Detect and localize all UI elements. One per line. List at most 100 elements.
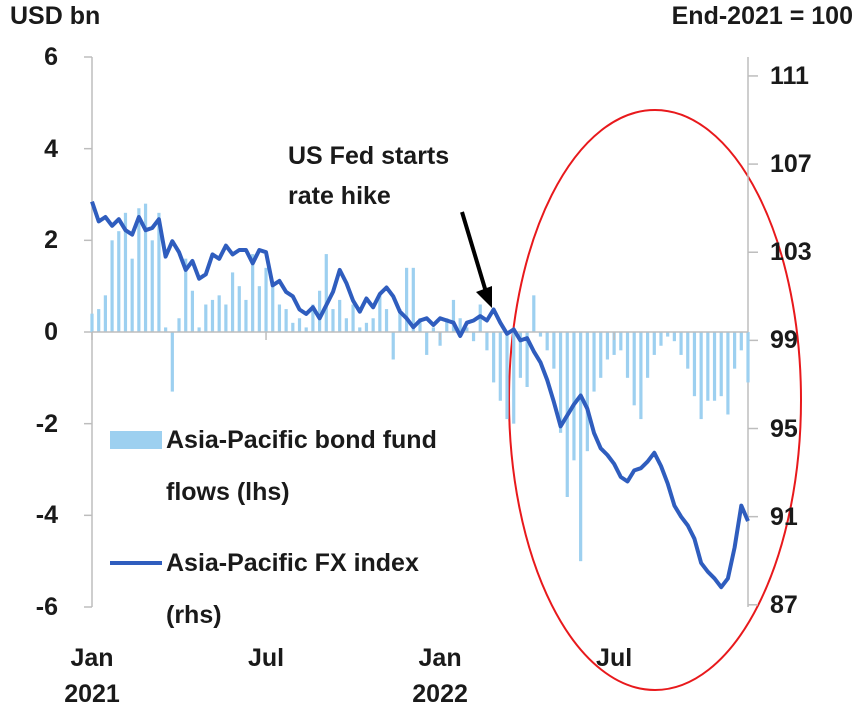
y-tick-label: -4: [35, 501, 58, 530]
bar: [746, 332, 750, 383]
bar: [184, 258, 188, 332]
bar: [612, 332, 616, 355]
bar: [378, 295, 382, 332]
bar: [445, 318, 449, 332]
legend-label: Asia-Pacific bond fund flows (lhs): [166, 426, 437, 506]
bar: [170, 332, 174, 392]
bar: [532, 295, 536, 332]
bar: [190, 290, 195, 332]
bar: [150, 240, 154, 332]
y2-tick-label: 111: [770, 61, 809, 90]
bar: [425, 332, 429, 355]
bar: [143, 203, 148, 332]
bar: [625, 332, 630, 378]
bar: [672, 332, 676, 342]
bar: [371, 318, 375, 332]
bar: [666, 332, 670, 337]
bar: [505, 332, 509, 420]
bar: [699, 332, 703, 420]
bar: [264, 267, 268, 332]
bar: [632, 332, 636, 406]
bar: [177, 318, 181, 332]
bar: [579, 332, 583, 562]
bar: [344, 318, 348, 332]
bar: [284, 309, 288, 332]
bar: [538, 332, 543, 337]
bar: [103, 295, 107, 332]
y2-tick-label: 107: [770, 150, 812, 179]
bar: [351, 304, 355, 332]
annotation: US Fed starts rate hike: [288, 142, 450, 210]
bar: [411, 267, 415, 332]
bar: [692, 332, 697, 397]
x-tick-label: Jan 2022: [412, 644, 468, 708]
bar: [210, 299, 215, 332]
bar: [97, 309, 101, 332]
y2-tick-label: 87: [770, 590, 798, 619]
bar: [545, 332, 549, 351]
bar: [652, 332, 656, 355]
bar: [244, 299, 248, 332]
annotation-arrowhead: [476, 286, 492, 308]
bar: [204, 304, 208, 332]
bar: [418, 318, 422, 332]
bar: [451, 299, 456, 332]
bar: [518, 332, 523, 378]
bar: [304, 327, 308, 332]
bar: [599, 332, 603, 378]
bar: [686, 332, 690, 369]
bar: [90, 313, 94, 332]
bar: [706, 332, 710, 401]
bar: [217, 295, 221, 332]
y-tick-label: 6: [44, 43, 58, 71]
bar: [719, 332, 723, 397]
bar: [324, 254, 328, 332]
x-tick-label: Jul: [596, 644, 633, 672]
legend-label: Asia-Pacific FX index (rhs): [166, 549, 419, 629]
y2-tick-label: 91: [770, 502, 798, 531]
y2-tick-label: 103: [770, 238, 812, 267]
y-tick-label: -6: [35, 593, 58, 621]
bar: [271, 281, 275, 332]
bar: [384, 309, 389, 332]
bar: [331, 309, 335, 332]
bar: [391, 332, 395, 360]
bar: [558, 332, 563, 433]
bar: [525, 332, 529, 387]
bar: [297, 318, 302, 332]
bar: [137, 208, 141, 332]
bar: [733, 332, 737, 369]
bar: [164, 327, 168, 332]
bar: [405, 267, 409, 332]
bar: [465, 327, 469, 332]
bar: [552, 332, 556, 369]
y2-tick-label: 95: [770, 414, 798, 443]
bar: [130, 258, 134, 332]
bar: [123, 212, 128, 332]
bar: [224, 304, 228, 332]
bar: [726, 332, 730, 415]
y2-axis-label: End-2021 = 100: [671, 2, 853, 30]
bar: [364, 322, 369, 332]
bar: [230, 272, 235, 332]
annotation-arrow: [460, 211, 488, 293]
y-tick-label: 2: [44, 226, 58, 255]
bar: [485, 332, 489, 351]
y2-tick-label: 99: [770, 326, 798, 355]
bar: [712, 332, 717, 401]
y-axis-label: USD bn: [10, 2, 101, 30]
bar: [358, 327, 362, 332]
bar: [605, 332, 610, 360]
bar: [251, 254, 255, 332]
bar: [679, 332, 683, 355]
legend-swatch: [110, 431, 162, 449]
line: [90, 200, 750, 590]
x-tick-label: Jul: [247, 644, 285, 672]
bar: [471, 332, 476, 342]
bar: [277, 304, 282, 332]
bar: [592, 332, 596, 392]
bar: [739, 332, 743, 351]
x-tick-label: Jan 2021: [64, 644, 120, 708]
bar: [458, 318, 462, 332]
